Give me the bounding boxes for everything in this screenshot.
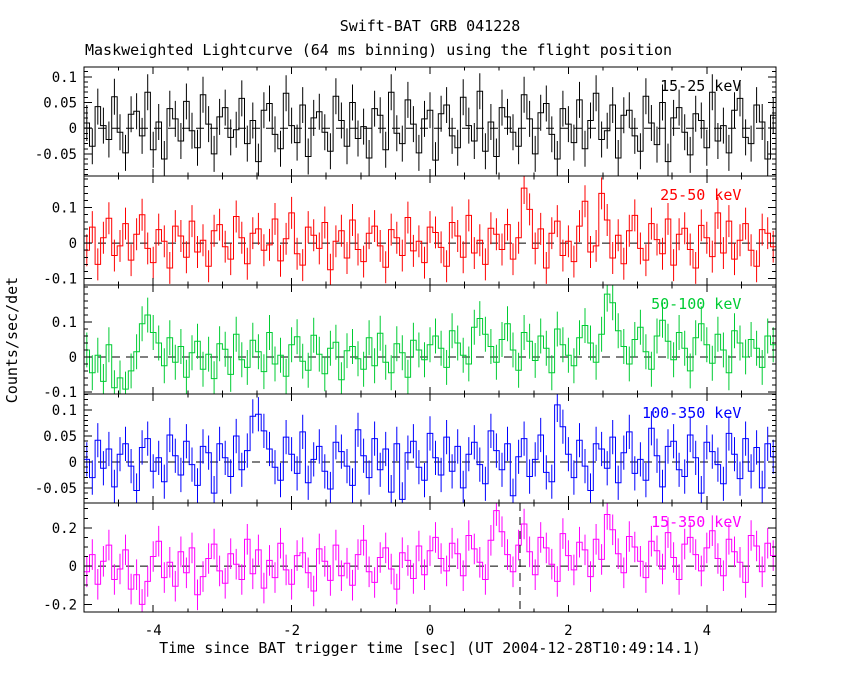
y-tick-label: -0.1 (43, 272, 77, 288)
error-bars (86, 503, 774, 612)
error-bars (86, 394, 774, 503)
y-tick-label: 0 (69, 350, 77, 366)
y-tick-label: 0.1 (52, 201, 77, 217)
y-tick-label: -0.05 (35, 147, 77, 163)
y-tick-label: 0.05 (43, 429, 77, 445)
y-tick-label: 0.1 (52, 403, 77, 419)
x-tick-label: -2 (283, 623, 300, 639)
y-tick-label: 0 (69, 236, 77, 252)
page-title: Swift-BAT GRB 041228 (340, 17, 521, 35)
y-tick-label: 0 (69, 559, 77, 575)
x-tick-label: 0 (426, 623, 434, 639)
y-tick-label: 0 (69, 121, 77, 137)
energy-band-label: 15-25 keV (660, 77, 741, 95)
panel-axes (83, 502, 777, 613)
y-tick-label: 0.1 (52, 315, 77, 331)
y-tick-label: 0.2 (52, 521, 77, 537)
energy-band-label: 100-350 keV (642, 404, 741, 422)
y-tick-label: -0.1 (43, 385, 77, 401)
panel-100-350-kev: -0.05 0 0.05 0.1 100-350 keV (35, 393, 777, 504)
y-axis-label: Counts/sec/det (3, 277, 21, 403)
y-tick-label: -0.2 (43, 597, 77, 613)
x-tick-label: -4 (145, 623, 162, 639)
panel-15-25-kev: -0.05 0 0.05 0.1 15-25 keV (35, 66, 777, 177)
x-axis-label: Time since BAT trigger time [sec] (UT 20… (159, 639, 701, 657)
y-tick-label: 0 (69, 455, 77, 471)
chart-subtitle: Maskweighted Lightcurve (64 ms binning) … (85, 41, 672, 59)
energy-band-label: 50-100 keV (651, 295, 741, 313)
y-tick-label: 0.1 (52, 70, 77, 86)
x-tick-label: 2 (564, 623, 572, 639)
energy-band-label: 25-50 keV (660, 186, 741, 204)
panel-25-50-kev: -0.1 0 0.1 25-50 keV (43, 175, 777, 288)
energy-band-label: 15-350 keV (651, 513, 741, 531)
y-tick-label: 0.05 (43, 96, 77, 112)
panel-15-350-kev: -0.2 0 0.2 15-350 keV (43, 502, 777, 613)
panel-50-100-kev: -0.1 0 0.1 50-100 keV (43, 284, 777, 401)
y-tick-label: -0.05 (35, 481, 77, 497)
x-tick-label: 4 (703, 623, 711, 639)
